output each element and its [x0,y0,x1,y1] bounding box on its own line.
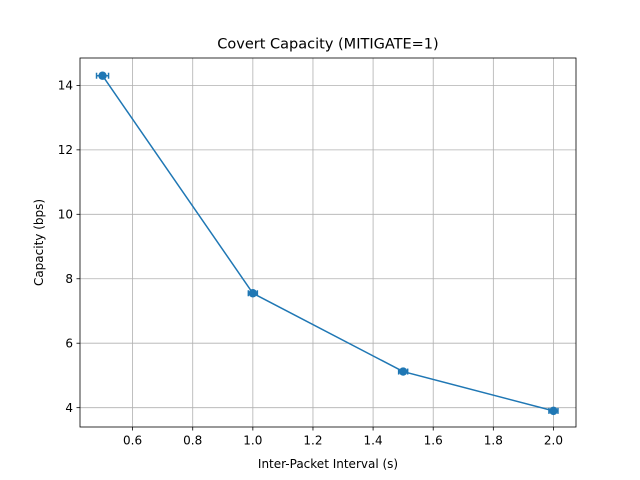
x-tick-label: 1.2 [303,434,322,448]
data-point [98,71,107,80]
y-tick-label: 6 [65,337,73,351]
data-point [398,367,408,376]
y-axis-label: Capacity (bps) [32,199,46,286]
x-tick-label: 1.6 [424,434,443,448]
plot-frame [79,57,577,428]
x-tick-label: 2.0 [544,434,563,448]
x-axis-ticks: 0.6 0.8 1.0 1.2 1.4 1.6 1.8 2.0 [123,427,563,448]
data-point [248,289,258,298]
y-tick-label: 4 [65,401,73,415]
chart-title: Covert Capacity (MITIGATE=1) [217,37,438,53]
y-axis-ticks: 4 6 8 10 12 14 [58,79,80,415]
y-tick-label: 8 [65,272,73,286]
gridlines [80,58,576,427]
x-tick-label: 1.0 [243,434,262,448]
x-axis-label: Inter-Packet Interval (s) [258,457,398,471]
x-tick-label: 0.8 [183,434,202,448]
x-tick-label: 0.6 [123,434,142,448]
x-tick-label: 1.8 [484,434,503,448]
series-line [101,75,554,412]
data-point [549,406,558,416]
y-tick-label: 12 [58,143,73,157]
y-tick-label: 14 [58,79,73,93]
y-tick-label: 10 [58,208,73,222]
series-layer [95,71,559,416]
x-tick-label: 1.4 [364,434,383,448]
